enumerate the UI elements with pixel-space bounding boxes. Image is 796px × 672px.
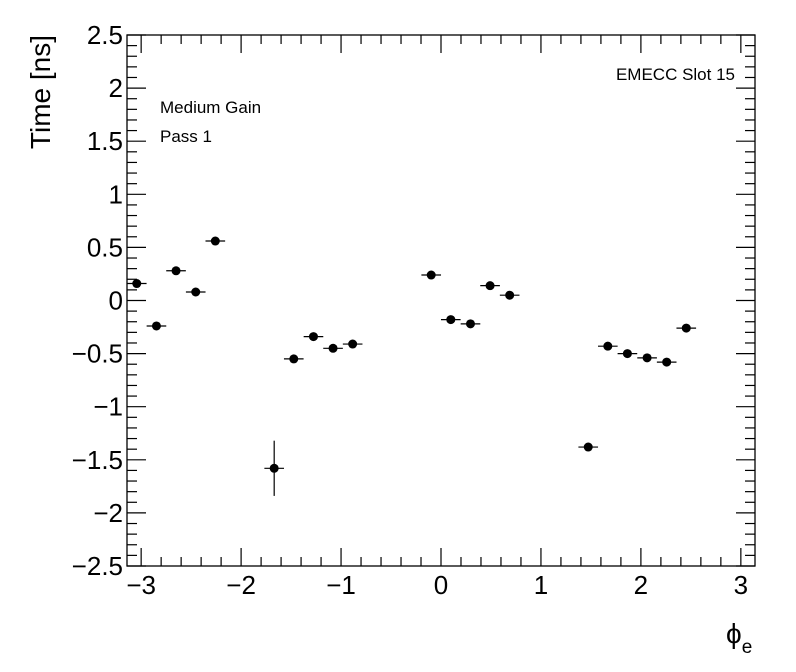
y-tick-label: 0 — [109, 286, 123, 316]
x-tick-label: 3 — [734, 570, 748, 600]
annotation-slot: EMECC Slot 15 — [616, 65, 735, 84]
x-tick-label: −3 — [126, 570, 156, 600]
y-tick-label: 1 — [109, 179, 123, 209]
marker — [171, 266, 181, 276]
data-point — [283, 354, 304, 364]
data-point — [323, 343, 343, 353]
data-point — [146, 321, 167, 331]
marker — [642, 353, 652, 363]
marker — [308, 332, 318, 342]
data-point — [342, 339, 363, 349]
data-point — [460, 319, 481, 329]
marker — [465, 319, 475, 329]
marker — [583, 442, 593, 452]
annotation-pass: Pass 1 — [160, 127, 212, 146]
y-tick-label: −0.5 — [72, 339, 123, 369]
data-point — [617, 349, 638, 359]
x-tick-label: 2 — [634, 570, 648, 600]
marker — [426, 270, 436, 280]
marker — [132, 279, 142, 289]
marker — [681, 323, 691, 333]
data-point — [185, 287, 206, 297]
data-point — [598, 341, 618, 351]
y-tick-label: 2.5 — [87, 20, 123, 50]
x-axis-ticks — [140, 35, 742, 566]
y-axis-ticks — [127, 34, 755, 567]
y-tick-label: 2 — [109, 73, 123, 103]
data-point — [637, 353, 657, 363]
marker — [348, 339, 358, 349]
data-point — [421, 270, 442, 280]
marker — [505, 290, 515, 300]
x-tick-label: −2 — [226, 570, 256, 600]
marker — [328, 343, 338, 353]
x-axis-label-symbol: ϕ — [726, 618, 742, 649]
data-point — [303, 332, 324, 342]
marker — [269, 463, 279, 473]
x-axis-tick-labels: −3 −2 −1 0 1 2 3 — [126, 570, 748, 600]
x-tick-label: 1 — [534, 570, 548, 600]
marker — [622, 349, 632, 359]
marker — [603, 341, 613, 351]
marker — [662, 357, 672, 367]
data-points — [126, 236, 697, 496]
x-tick-label: 0 — [434, 570, 448, 600]
marker — [289, 354, 299, 364]
y-axis-label: Time [ns] — [25, 35, 56, 149]
data-point — [166, 266, 186, 276]
data-point — [656, 357, 677, 367]
y-axis-tick-labels: −2.5 −2 −1.5 −1 −0.5 0 0.5 1 1.5 2 2.5 — [72, 20, 123, 581]
marker — [191, 287, 201, 297]
data-point — [578, 442, 599, 452]
y-tick-label: −1 — [93, 392, 123, 422]
y-tick-label: −2 — [93, 498, 123, 528]
data-point — [499, 290, 520, 300]
y-tick-label: 1.5 — [87, 126, 123, 156]
data-point — [205, 236, 226, 246]
y-tick-label: −2.5 — [72, 551, 123, 581]
x-axis-label: ϕe — [726, 618, 752, 658]
marker — [446, 315, 456, 325]
x-axis-label-subscript: e — [742, 637, 753, 658]
y-tick-label: 0.5 — [87, 232, 123, 262]
marker — [151, 321, 161, 331]
data-point — [440, 315, 461, 325]
marker — [210, 236, 220, 246]
data-point — [480, 281, 500, 291]
data-point — [676, 323, 697, 333]
annotation-gain: Medium Gain — [160, 98, 261, 117]
y-tick-label: −1.5 — [72, 445, 123, 475]
data-point — [126, 279, 147, 289]
x-tick-label: −1 — [326, 570, 356, 600]
marker — [485, 281, 495, 291]
data-point — [264, 440, 284, 496]
